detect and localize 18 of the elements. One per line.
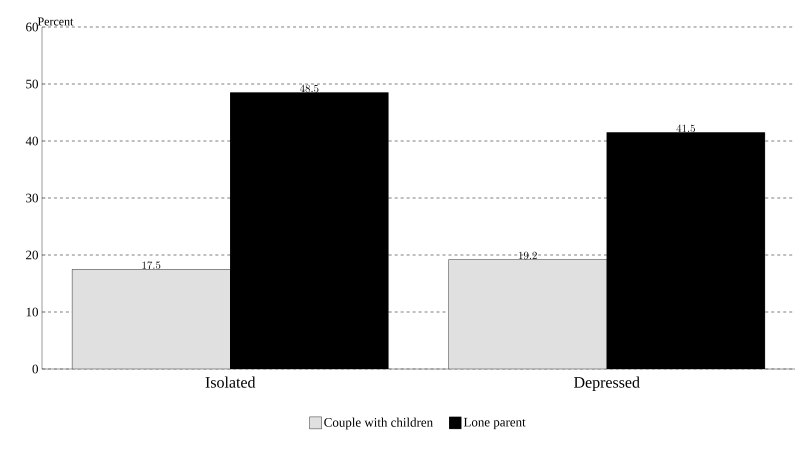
legend-label: Lone parent	[464, 418, 526, 430]
data-label: 41 .5	[676, 124, 695, 132]
y-axis-title: Percent	[38, 18, 74, 26]
y-tick-label: 40	[26, 136, 38, 146]
y-tick-label: 30	[26, 194, 38, 202]
y-tick-label: 10	[26, 308, 38, 316]
x-tick-label: Depressed	[574, 376, 640, 391]
y-tick-label: 50	[26, 80, 38, 88]
data-label: 17.5	[142, 261, 160, 269]
y-tick-label: 60	[26, 22, 38, 32]
x-tick-label: Isolated	[206, 376, 256, 388]
y-tick-label: 0	[32, 364, 38, 374]
bar	[448, 259, 607, 369]
data-label: 19.2	[518, 252, 537, 260]
legend-label: Couple with children	[324, 418, 433, 430]
y-tick-label: 20	[26, 250, 38, 260]
bar	[72, 269, 230, 369]
data-label: 48.5	[300, 84, 318, 92]
